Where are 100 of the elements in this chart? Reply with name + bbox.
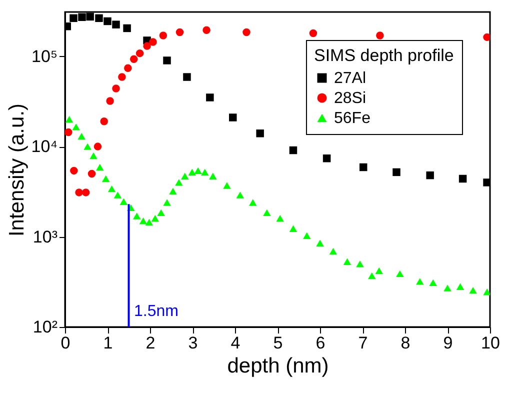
point <box>108 185 116 192</box>
x-tick-label: 8 <box>400 334 410 352</box>
point <box>123 24 131 32</box>
x-tick-label: 7 <box>358 334 368 352</box>
point <box>102 175 110 182</box>
point <box>104 17 112 26</box>
point <box>229 114 237 122</box>
point <box>242 28 250 36</box>
point <box>145 218 154 226</box>
point <box>95 14 103 22</box>
x-axis-title: depth (nm) <box>227 354 329 378</box>
point <box>72 124 80 130</box>
point <box>223 182 231 189</box>
legend-label: 28Si <box>334 90 366 107</box>
legend-label: 27Al <box>334 70 366 87</box>
y-tick-label: 10⁵ <box>32 46 58 66</box>
x-tick-label: 3 <box>188 334 198 352</box>
point <box>112 20 120 28</box>
point <box>90 152 98 160</box>
point <box>136 49 144 58</box>
point <box>163 199 171 206</box>
point <box>302 232 311 239</box>
point <box>429 279 437 286</box>
point <box>139 218 148 224</box>
point <box>163 56 171 64</box>
point <box>483 33 490 42</box>
point <box>86 12 94 21</box>
point <box>124 64 132 72</box>
point <box>112 84 120 92</box>
point <box>94 142 102 150</box>
point <box>78 13 86 21</box>
point <box>78 132 86 140</box>
point <box>329 248 338 255</box>
point <box>322 154 331 162</box>
point <box>456 283 464 290</box>
point <box>120 198 128 206</box>
point <box>157 209 165 216</box>
point <box>289 225 298 232</box>
annotation: 1.5nm <box>134 303 178 320</box>
point <box>206 94 214 102</box>
point <box>159 32 168 40</box>
x-tick-label: 10 <box>481 334 500 352</box>
point <box>309 29 318 38</box>
y-axis-title: Intensity (a.u.) <box>5 103 28 237</box>
point <box>130 55 138 64</box>
point <box>82 188 90 196</box>
point <box>359 163 368 172</box>
point <box>376 32 384 40</box>
point <box>176 28 184 36</box>
y-tick-label: 10² <box>32 318 58 336</box>
point <box>70 166 78 175</box>
point <box>200 168 209 176</box>
x-tick-label: 5 <box>273 334 283 352</box>
point <box>209 172 217 180</box>
point <box>100 118 108 126</box>
x-tick-label: 9 <box>443 334 453 352</box>
point <box>444 284 452 292</box>
point <box>396 270 404 278</box>
point <box>263 209 271 216</box>
point <box>75 188 83 196</box>
point <box>132 212 141 220</box>
x-tick-label: 1 <box>103 334 113 352</box>
point <box>65 128 72 136</box>
point <box>149 38 157 46</box>
point <box>375 267 383 274</box>
point <box>169 188 177 195</box>
point <box>483 288 490 296</box>
point <box>183 73 191 81</box>
point <box>289 146 298 154</box>
x-tick-label: 0 <box>60 334 70 352</box>
y-tick-label: 10⁴ <box>31 137 58 156</box>
point <box>114 192 122 198</box>
point <box>248 199 257 206</box>
point <box>426 171 434 180</box>
point <box>118 73 126 81</box>
point <box>151 215 159 222</box>
point <box>84 143 92 150</box>
y-tick-label: 10³ <box>32 227 58 246</box>
point <box>469 286 477 294</box>
point <box>368 272 376 280</box>
point <box>143 42 151 50</box>
point <box>416 278 424 285</box>
point <box>96 164 104 171</box>
point <box>356 260 364 268</box>
point <box>88 170 96 178</box>
point <box>392 168 400 176</box>
x-tick-label: 4 <box>230 334 240 352</box>
legend-title: SIMS depth profile <box>314 46 454 65</box>
point <box>180 172 189 180</box>
point <box>175 179 183 186</box>
point <box>194 167 202 174</box>
point <box>106 97 114 105</box>
point <box>256 130 264 138</box>
point <box>343 258 352 266</box>
x-tick-label: 6 <box>316 334 326 352</box>
x-tick-label: 2 <box>146 334 156 352</box>
point <box>65 116 74 123</box>
point <box>316 240 324 246</box>
point <box>202 26 210 34</box>
point <box>236 192 244 198</box>
